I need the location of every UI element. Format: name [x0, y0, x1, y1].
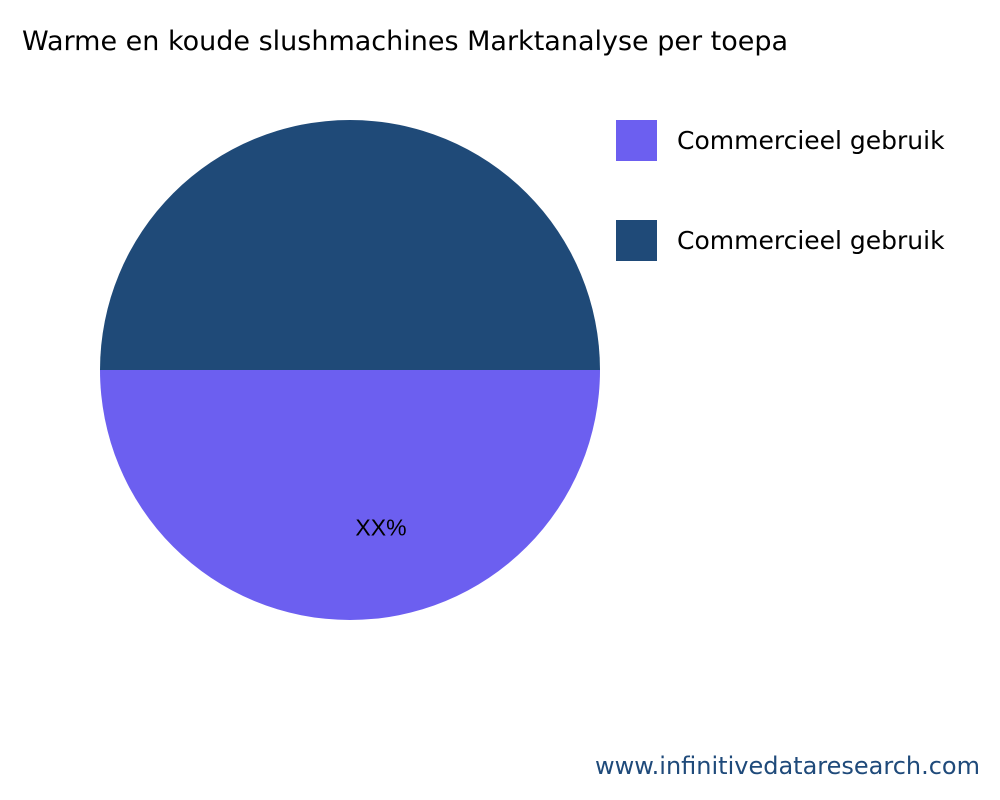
legend-label: Commercieel gebruik [677, 126, 945, 155]
legend-label: Commercieel gebruik [677, 226, 945, 255]
pie-slice[interactable] [100, 120, 600, 370]
legend-swatch [616, 120, 657, 161]
chart-title: Warme en koude slushmachines Marktanalys… [22, 26, 789, 57]
slice-label: XX% [355, 515, 406, 541]
legend-swatch [616, 220, 657, 261]
pie-slice[interactable] [100, 370, 600, 620]
legend-item[interactable]: Commercieel gebruik [616, 220, 945, 261]
footer-url: www.infinitivedataresearch.com [594, 752, 980, 780]
legend-item[interactable]: Commercieel gebruik [616, 120, 945, 161]
